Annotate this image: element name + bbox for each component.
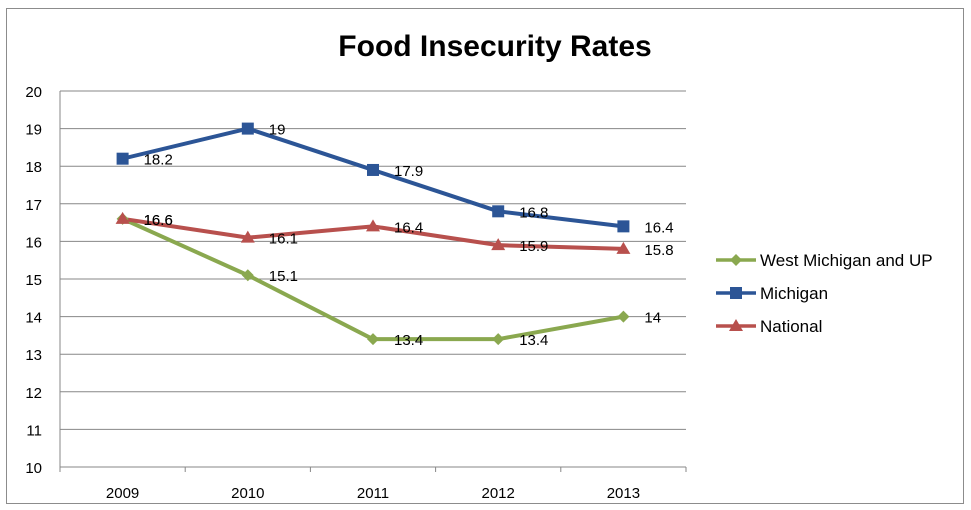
legend-label: West Michigan and UP bbox=[760, 251, 933, 270]
y-tick-label: 13 bbox=[25, 347, 42, 364]
x-tick-label: 2011 bbox=[357, 485, 389, 502]
chart-title: Food Insecurity Rates bbox=[338, 30, 652, 63]
data-labels: 16.615.113.4 13.41418.21917.916.816.416.6… bbox=[144, 122, 674, 350]
y-tick-label: 19 bbox=[25, 122, 42, 139]
y-tick-label: 14 bbox=[25, 310, 42, 327]
x-tick-label: 2013 bbox=[607, 485, 640, 502]
series-lines bbox=[121, 126, 624, 342]
square-marker bbox=[367, 163, 379, 176]
triangle-marker bbox=[616, 241, 631, 254]
triangle-marker bbox=[729, 319, 743, 331]
diamond-marker bbox=[617, 310, 630, 323]
data-label: 13.4 bbox=[519, 332, 548, 349]
y-tick-label: 20 bbox=[25, 84, 42, 101]
square-marker bbox=[617, 220, 630, 233]
x-tick-label: 2012 bbox=[482, 485, 515, 502]
triangle-marker bbox=[115, 211, 130, 224]
series-markers bbox=[115, 122, 631, 346]
y-tick-label: 11 bbox=[26, 422, 42, 439]
data-label: 14 bbox=[644, 310, 661, 327]
data-label: 15.9 bbox=[519, 238, 548, 255]
legend-label: National bbox=[760, 317, 822, 336]
data-label: 16.6 bbox=[144, 212, 173, 229]
square-marker bbox=[116, 152, 129, 165]
diamond-marker bbox=[367, 333, 379, 346]
square-marker bbox=[492, 205, 505, 218]
data-label: 16.1 bbox=[269, 231, 298, 248]
data-label: 13.4 bbox=[394, 332, 423, 349]
square-marker bbox=[241, 122, 254, 135]
data-label: 15.8 bbox=[644, 242, 673, 259]
triangle-marker bbox=[240, 230, 255, 243]
data-label: 15.1 bbox=[269, 268, 298, 285]
y-tick-label: 15 bbox=[25, 272, 42, 289]
y-tick-labels: 10 11 12 13 14 15 16 17 18 19 20 bbox=[25, 84, 42, 477]
square-marker bbox=[730, 287, 742, 299]
data-label: 17.9 bbox=[394, 163, 423, 180]
data-label: 16.6 bbox=[144, 212, 173, 229]
axes bbox=[59, 91, 687, 472]
y-tick-label: 16 bbox=[25, 234, 42, 251]
y-tick-label: 18 bbox=[25, 159, 42, 176]
diamond-marker bbox=[730, 254, 742, 266]
gridlines bbox=[60, 90, 686, 468]
y-tick-label: 12 bbox=[25, 385, 42, 402]
triangle-marker bbox=[366, 219, 380, 232]
data-label: 16.4 bbox=[644, 219, 673, 236]
legend-label: Michigan bbox=[760, 284, 828, 303]
triangle-marker bbox=[491, 238, 506, 251]
data-label: 19 bbox=[269, 122, 286, 139]
x-tick-labels: 2009 2010 2011 2012 2013 bbox=[106, 485, 640, 502]
x-tick-label: 2009 bbox=[106, 485, 139, 502]
x-tick-label: 2010 bbox=[231, 485, 264, 502]
y-tick-label: 10 bbox=[25, 460, 42, 477]
data-label: 16.4 bbox=[394, 219, 423, 236]
diamond-marker bbox=[241, 269, 254, 282]
y-tick-label: 17 bbox=[25, 197, 42, 214]
legend: West Michigan and UP Michigan National bbox=[716, 251, 933, 336]
data-label: 18.2 bbox=[144, 152, 173, 169]
data-label: 16.8 bbox=[519, 204, 548, 221]
diamond-marker bbox=[492, 333, 505, 346]
